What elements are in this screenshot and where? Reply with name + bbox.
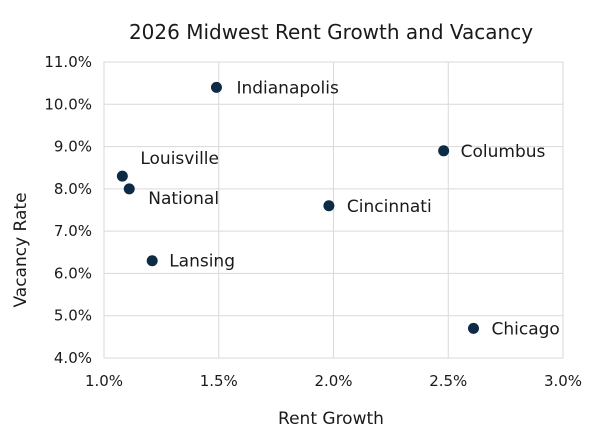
axis-ticks: 1.0% 1.5% 2.0% 2.5% 3.0% 4.0% 5.0% 6.0% 7.0% 8.0%… <box>44 53 582 390</box>
y-tick-label: 8.0% <box>54 180 92 198</box>
point-label-national: National <box>148 189 219 209</box>
point-columbus <box>438 145 450 157</box>
point-label-louisville: Louisville <box>140 149 219 169</box>
x-axis-title: Rent Growth <box>278 409 384 429</box>
point-chicago <box>467 322 479 334</box>
x-tick-label: 3.0% <box>544 372 582 390</box>
y-tick-label: 7.0% <box>54 222 92 240</box>
y-tick-label: 10.0% <box>44 95 92 113</box>
point-label-chicago: Chicago <box>491 319 559 339</box>
y-axis-title: Vacancy Rate <box>11 192 31 307</box>
point-national <box>123 183 135 195</box>
y-tick-label: 5.0% <box>54 307 92 325</box>
point-label-lansing: Lansing <box>169 252 235 272</box>
point-cincinnati <box>323 200 335 212</box>
data-points: Indianapolis Columbus Louisville National Ci… <box>116 78 560 339</box>
y-tick-label: 6.0% <box>54 264 92 282</box>
x-tick-label: 2.0% <box>314 372 352 390</box>
y-tick-label: 9.0% <box>54 138 92 156</box>
chart-title: 2026 Midwest Rent Growth and Vacancy <box>129 20 533 44</box>
point-label-columbus: Columbus <box>461 142 546 162</box>
x-tick-label: 1.0% <box>85 372 123 390</box>
x-tick-label: 2.5% <box>429 372 467 390</box>
point-louisville <box>116 170 128 182</box>
point-label-indianapolis: Indianapolis <box>236 78 339 98</box>
x-tick-label: 1.5% <box>200 372 238 390</box>
point-indianapolis <box>210 81 222 93</box>
y-tick-label: 11.0% <box>44 53 92 71</box>
y-tick-label: 4.0% <box>54 349 92 367</box>
point-label-cincinnati: Cincinnati <box>347 197 432 217</box>
point-lansing <box>146 255 158 267</box>
grid <box>103 61 564 359</box>
